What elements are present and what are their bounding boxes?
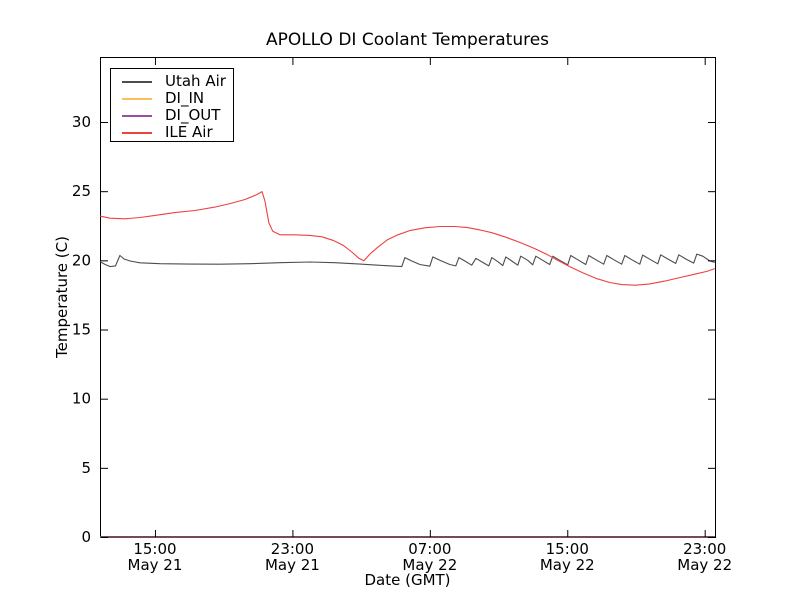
x-tick-time-label: 23:00 xyxy=(683,540,726,558)
legend-line-swatch xyxy=(122,97,152,100)
y-tick-label: 25 xyxy=(72,182,91,200)
x-tick-date-label: May 22 xyxy=(540,556,595,574)
y-tick-label: 5 xyxy=(81,459,91,477)
x-tick-date-label: May 21 xyxy=(128,556,183,574)
x-tick-time-label: 23:00 xyxy=(271,540,314,558)
x-axis-label: Date (GMT) xyxy=(364,571,451,589)
legend-line-swatch xyxy=(122,131,152,134)
legend-line-swatch xyxy=(122,114,152,117)
y-tick-label: 20 xyxy=(72,251,91,269)
x-tick-time-label: 15:00 xyxy=(546,540,589,558)
legend-item-ile-air: ILE Air xyxy=(122,124,233,141)
legend-label: DI_OUT xyxy=(165,106,221,124)
y-tick-label: 15 xyxy=(72,321,91,339)
y-tick-label: 10 xyxy=(72,390,91,408)
x-tick-date-label: May 22 xyxy=(402,556,457,574)
legend-item-di-in: DI_IN xyxy=(122,90,233,107)
x-tick-date-label: May 21 xyxy=(265,556,320,574)
legend-label: DI_IN xyxy=(165,89,205,107)
legend-label: Utah Air xyxy=(165,72,226,90)
x-tick-time-label: 07:00 xyxy=(408,540,451,558)
x-tick-date-label: May 22 xyxy=(677,556,732,574)
legend-label: ILE Air xyxy=(165,123,213,141)
series-line-utah-air xyxy=(99,253,715,268)
series-line-ile-air xyxy=(99,191,715,286)
legend-item-utah-air: Utah Air xyxy=(122,73,233,90)
legend-line-swatch xyxy=(122,80,152,83)
y-tick-label: 30 xyxy=(72,113,91,131)
chart-title: APOLLO DI Coolant Temperatures xyxy=(265,30,550,50)
legend: Utah Air DI_IN DI_OUT ILE Air xyxy=(110,68,234,142)
x-tick-time-label: 15:00 xyxy=(133,540,176,558)
legend-item-di-out: DI_OUT xyxy=(122,107,233,124)
y-tick-label: 0 xyxy=(81,528,91,546)
